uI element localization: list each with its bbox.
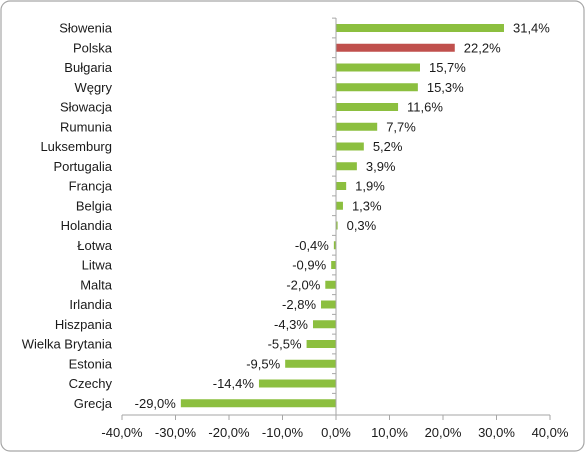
data-label: -0,9% <box>292 258 326 273</box>
bar-14 <box>321 300 336 309</box>
x-tick-label: 30,0% <box>478 425 515 440</box>
category-label: Bułgaria <box>64 60 112 75</box>
category-label: Hiszpania <box>55 317 113 332</box>
x-tick-label: 20,0% <box>425 425 462 440</box>
category-label: Belgia <box>76 198 113 213</box>
bar-19 <box>180 399 336 408</box>
data-label: -4,3% <box>274 317 308 332</box>
data-label: -2,8% <box>282 297 316 312</box>
bar-3 <box>336 83 418 92</box>
data-label: -9,5% <box>246 356 280 371</box>
category-label: Słowacja <box>60 100 113 115</box>
category-label: Węgry <box>74 80 112 95</box>
data-label: 15,3% <box>427 80 464 95</box>
category-label: Czechy <box>69 376 113 391</box>
category-label: Grecja <box>74 396 113 411</box>
category-label: Portugalia <box>53 159 112 174</box>
x-tick-label: 0,0% <box>321 425 351 440</box>
bar-13 <box>325 280 336 289</box>
data-label: 7,7% <box>386 119 416 134</box>
category-label: Łotwa <box>77 238 112 253</box>
data-label: 22,2% <box>464 40 501 55</box>
bar-0 <box>336 24 504 32</box>
bar-18 <box>258 379 336 388</box>
data-label: -2,0% <box>286 277 320 292</box>
data-label: 5,2% <box>373 139 403 154</box>
bar-8 <box>336 182 347 190</box>
category-label: Polska <box>73 40 113 55</box>
x-tick-label: -30,0% <box>155 425 197 440</box>
category-label: Malta <box>80 277 113 292</box>
data-label: -29,0% <box>135 396 177 411</box>
data-label: 1,9% <box>355 179 385 194</box>
category-label: Holandia <box>61 218 113 233</box>
bar-15 <box>312 320 336 329</box>
bar-7 <box>336 162 357 171</box>
bar-16 <box>306 340 336 348</box>
category-label: Wielka Brytania <box>22 337 113 352</box>
bar-11 <box>333 241 336 250</box>
data-label: 1,3% <box>352 198 382 213</box>
data-label: -14,4% <box>213 376 255 391</box>
category-label: Estonia <box>69 356 113 371</box>
data-label: 11,6% <box>407 100 443 115</box>
category-label: Luksemburg <box>40 139 112 154</box>
category-label: Litwa <box>82 258 113 273</box>
bar-1 <box>336 43 455 52</box>
data-label: -0,4% <box>295 238 329 253</box>
bar-2 <box>336 63 420 72</box>
bar-12 <box>331 261 336 269</box>
x-tick-label: 40,0% <box>532 425 569 440</box>
category-label: Francja <box>69 179 113 194</box>
x-tick-label: 10,0% <box>371 425 408 440</box>
data-label: 31,4% <box>513 21 550 36</box>
labels-layer: Słowenia 31,4% Polska 22,2% Bułgaria 15,7% Węg… <box>22 21 551 411</box>
data-label: 3,9% <box>366 159 396 174</box>
bar-5 <box>336 122 378 131</box>
x-tick-label: -40,0% <box>101 425 143 440</box>
x-tick-label: -10,0% <box>262 425 304 440</box>
data-label: 0,3% <box>347 218 377 233</box>
x-tick-label: -20,0% <box>208 425 250 440</box>
data-label: -5,5% <box>268 337 302 352</box>
bar-4 <box>336 103 399 111</box>
bar-9 <box>336 201 343 210</box>
category-label: Słowenia <box>59 21 113 36</box>
bar-17 <box>285 359 336 368</box>
axis-layer: -40,0% -30,0% -20,0% -10,0% 0,0% 10,0% 20,0% 30… <box>101 17 569 440</box>
data-label: 15,7% <box>429 60 466 75</box>
bar-10 <box>336 221 338 230</box>
category-label: Irlandia <box>69 297 112 312</box>
bar-6 <box>336 142 364 151</box>
category-label: Rumunia <box>60 119 113 134</box>
bars-layer <box>180 24 504 408</box>
